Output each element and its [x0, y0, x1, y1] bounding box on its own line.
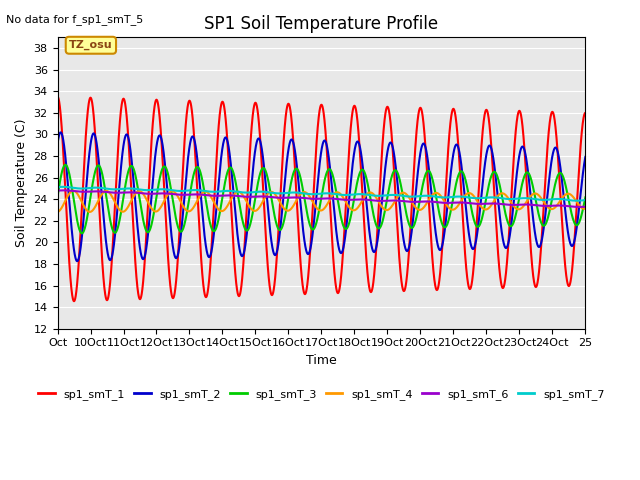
Text: No data for f_sp1_smT_5: No data for f_sp1_smT_5 — [6, 14, 143, 25]
Title: SP1 Soil Temperature Profile: SP1 Soil Temperature Profile — [204, 15, 438, 33]
Legend: sp1_smT_1, sp1_smT_2, sp1_smT_3, sp1_smT_4, sp1_smT_6, sp1_smT_7: sp1_smT_1, sp1_smT_2, sp1_smT_3, sp1_smT… — [34, 385, 609, 405]
Y-axis label: Soil Temperature (C): Soil Temperature (C) — [15, 119, 28, 247]
Text: TZ_osu: TZ_osu — [69, 40, 113, 50]
X-axis label: Time: Time — [306, 354, 337, 367]
